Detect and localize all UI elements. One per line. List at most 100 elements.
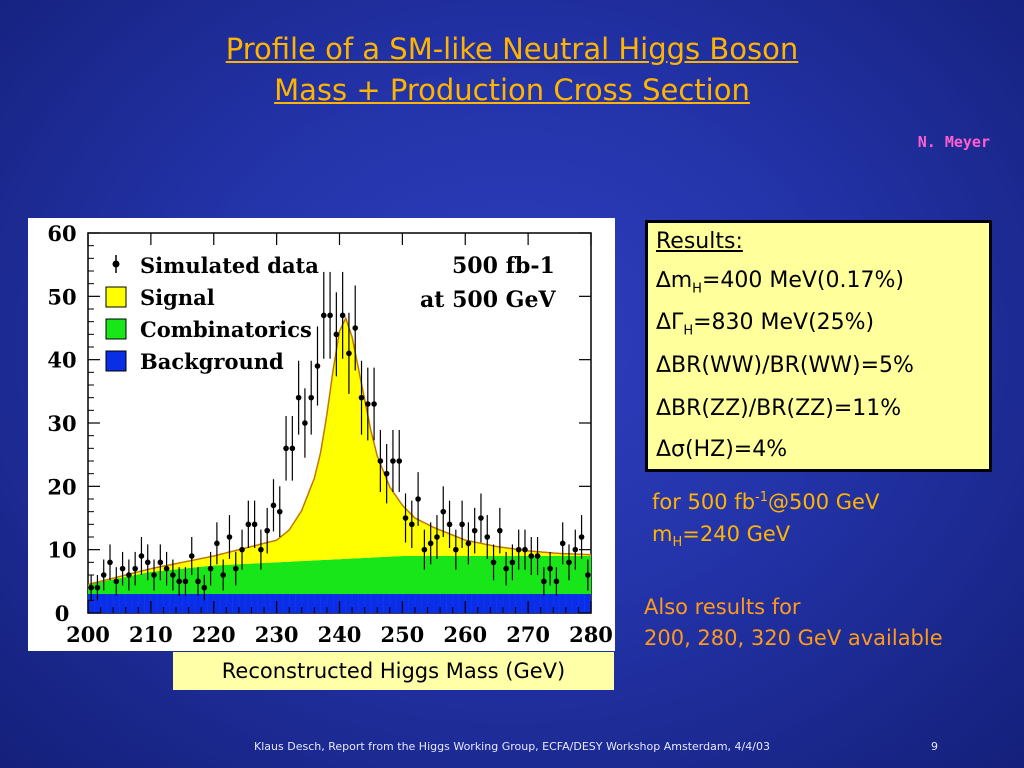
data-point — [232, 551, 239, 586]
data-marker — [283, 445, 289, 452]
conditions-line2: mH=240 GeV — [652, 522, 790, 550]
y-tick-label: 30 — [47, 411, 76, 436]
data-marker — [264, 527, 270, 534]
data-marker — [220, 572, 226, 578]
conditions-line1: for 500 fb-1@500 GeV — [652, 490, 879, 514]
data-point — [151, 559, 157, 591]
y-tick-label: 50 — [47, 284, 76, 309]
data-marker — [163, 565, 170, 572]
data-marker — [352, 325, 359, 331]
legend-entry-combinatorics: Combinatorics — [105, 317, 312, 342]
data-marker — [119, 565, 126, 572]
data-point — [522, 529, 528, 570]
legend-label-combinatorics: Combinatorics — [140, 317, 312, 342]
conditions-text: =240 GeV — [682, 522, 791, 546]
data-point — [107, 544, 113, 581]
data-marker — [320, 312, 327, 319]
data-point — [113, 567, 120, 596]
data-point — [358, 360, 365, 435]
data-marker — [239, 546, 245, 553]
data-marker — [188, 553, 195, 559]
data-point — [157, 544, 164, 581]
data-marker — [471, 527, 478, 534]
data-point — [119, 551, 126, 586]
data-point — [566, 544, 572, 581]
data-point — [421, 529, 428, 570]
data-marker — [427, 540, 434, 547]
data-point — [497, 507, 503, 554]
data-point — [453, 529, 459, 570]
data-marker — [276, 508, 283, 515]
data-point — [390, 429, 396, 493]
data-point — [503, 551, 509, 586]
data-marker — [308, 394, 315, 401]
x-tick-label: 280 — [569, 622, 613, 647]
data-point — [295, 360, 302, 435]
data-marker — [258, 546, 264, 553]
data-point — [176, 567, 182, 596]
data-point — [371, 367, 377, 441]
data-marker — [195, 578, 201, 585]
data-point — [434, 515, 440, 559]
data-marker — [170, 572, 176, 578]
data-marker — [559, 540, 566, 547]
data-point — [471, 507, 478, 554]
y-tick-label: 20 — [47, 474, 76, 499]
y-tick-label: 10 — [47, 538, 76, 563]
data-point — [239, 529, 245, 570]
data-point — [339, 271, 346, 359]
luminosity-label: 500 fb-1 — [452, 253, 555, 279]
data-marker — [409, 521, 415, 528]
legend-label-background: Background — [140, 349, 284, 374]
author-name: N. Meyer — [917, 133, 990, 151]
data-marker — [327, 312, 333, 319]
signal-area — [88, 318, 591, 585]
data-point — [289, 416, 296, 481]
data-marker — [132, 565, 138, 572]
data-point — [314, 326, 321, 406]
data-point — [572, 529, 579, 570]
data-marker — [302, 420, 308, 426]
data-point — [245, 500, 252, 549]
x-tick-label: 220 — [192, 622, 236, 647]
result-row-br-ww: ΔBR(WW)/BR(WW)=5% — [656, 353, 914, 378]
data-point — [528, 537, 535, 575]
data-point — [440, 486, 447, 537]
y-tick-label: 40 — [47, 348, 76, 373]
data-point — [364, 367, 371, 441]
data-marker — [346, 350, 352, 357]
data-marker — [434, 534, 440, 540]
data-point — [170, 559, 176, 591]
data-point — [352, 285, 359, 371]
data-marker — [553, 578, 560, 585]
data-marker — [566, 559, 572, 566]
data-point — [541, 567, 547, 596]
data-marker — [138, 553, 145, 559]
energy-label: at 500 GeV — [420, 287, 556, 313]
data-marker — [465, 540, 472, 547]
data-point — [163, 551, 170, 586]
result-value: =830 MeV(25%) — [693, 310, 875, 335]
data-point — [94, 575, 101, 601]
data-point — [320, 271, 327, 359]
data-marker — [421, 546, 428, 553]
data-marker — [126, 572, 132, 578]
data-marker — [371, 401, 377, 407]
data-marker — [100, 572, 107, 578]
data-marker — [314, 363, 321, 369]
data-marker — [402, 515, 409, 521]
data-point — [201, 575, 208, 601]
data-marker — [339, 312, 346, 319]
data-marker — [453, 546, 459, 553]
data-point — [459, 500, 465, 549]
data-point — [333, 292, 340, 377]
data-point — [132, 551, 138, 586]
data-marker — [364, 401, 371, 407]
result-subscript: H — [683, 323, 694, 339]
data-marker — [490, 559, 497, 566]
result-subscript: H — [692, 281, 702, 297]
data-point — [515, 529, 522, 570]
data-point — [138, 537, 145, 575]
x-tick-label: 270 — [506, 622, 550, 647]
slide-title-line2: Mass + Production Cross Section — [274, 73, 750, 107]
